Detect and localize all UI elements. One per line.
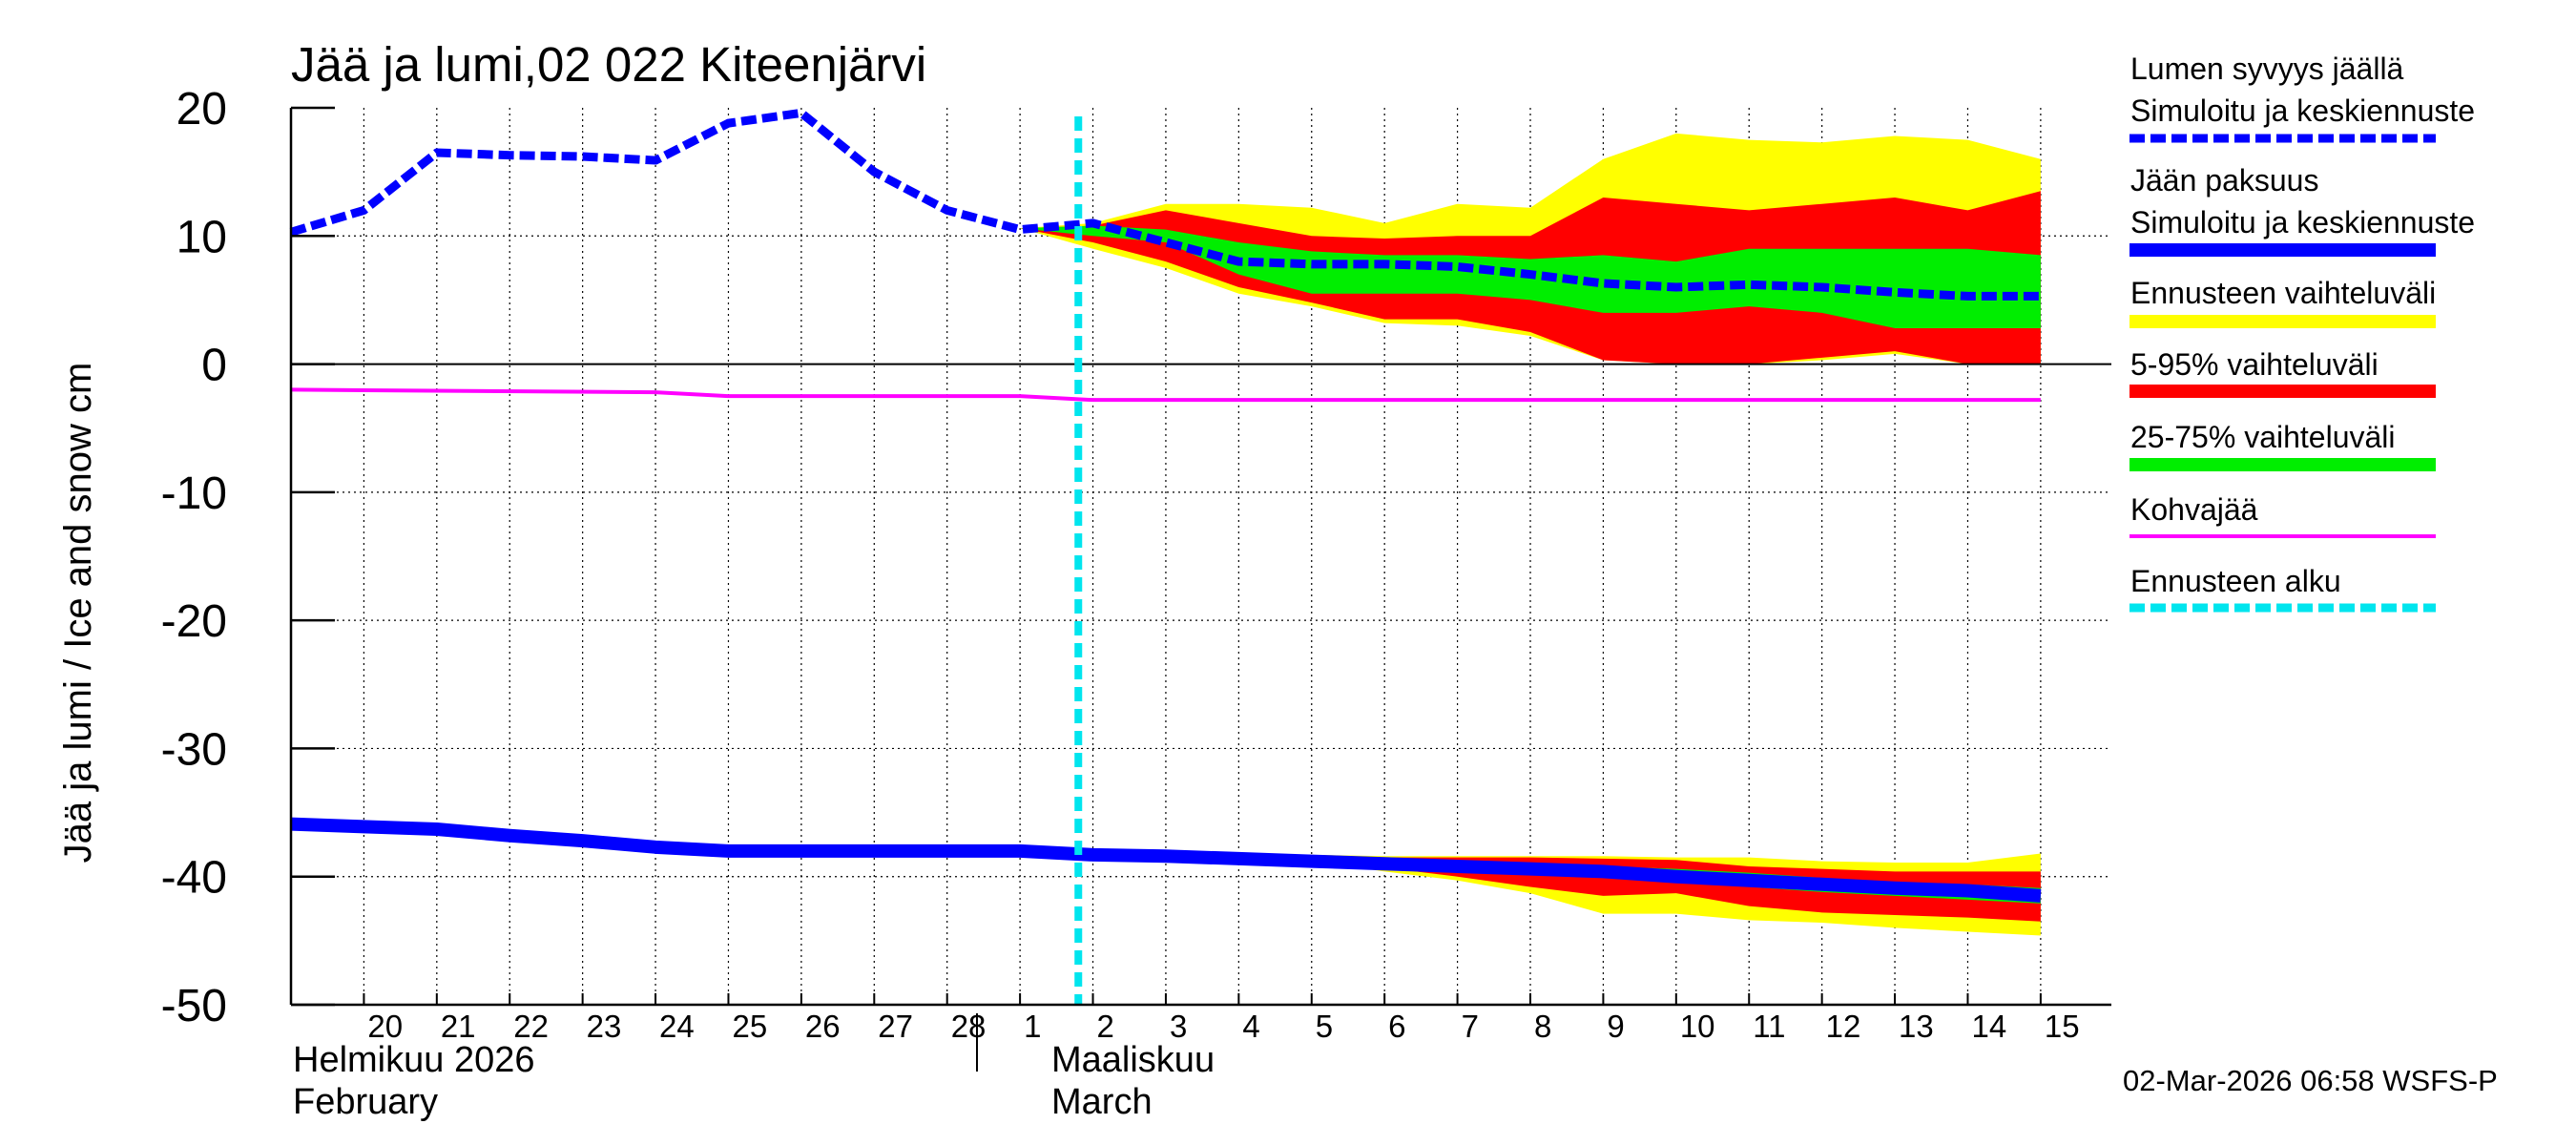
legend-item: Jään paksuus Simuloitu ja keskiennuste (2129, 163, 2475, 257)
slush-ice-line (290, 387, 2041, 403)
y-tick-label: -10 (161, 468, 227, 519)
legend-label: Jään paksuus (2130, 163, 2318, 198)
legend-label: Lumen syvyys jäällä (2130, 52, 2404, 86)
x-tick-label: 13 (1899, 1009, 1934, 1044)
legend-item: Ennusteen vaihteluväli (2129, 276, 2436, 328)
x-tick-label: 7 (1462, 1009, 1479, 1044)
x-tick-label: 27 (878, 1009, 913, 1044)
x-tick-label: 11 (1753, 1009, 1785, 1044)
x-tick-label: 2 (1097, 1009, 1114, 1044)
legend-label: 25-75% vaihteluväli (2130, 420, 2396, 454)
x-tick-label: 20 (367, 1009, 403, 1044)
y-tick-label: -20 (161, 596, 227, 647)
ice-band-25-75 (1165, 856, 2041, 904)
month-label-mar-fi: Maaliskuu (1051, 1040, 1215, 1080)
legend-item: Lumen syvyys jäällä Simuloitu ja keskienn… (2129, 52, 2475, 143)
y-tick-label: 10 (177, 212, 227, 262)
legend-item: Ennusteen alku (2129, 564, 2436, 613)
x-tick-label: 12 (1826, 1009, 1861, 1044)
x-tick-label: 28 (951, 1009, 987, 1044)
y-tick-label: -50 (161, 981, 227, 1031)
x-tick-label: 1 (1024, 1009, 1041, 1044)
x-tick-label: 8 (1534, 1009, 1551, 1044)
x-tick-label: 3 (1170, 1009, 1187, 1044)
x-tick-label: 21 (441, 1009, 476, 1044)
x-tick-label: 15 (2045, 1009, 2080, 1044)
x-tick-label: 25 (732, 1009, 767, 1044)
x-tick-label: 23 (587, 1009, 622, 1044)
y-tick-label: 0 (201, 341, 227, 391)
legend-label: Ennusteen vaihteluväli (2130, 276, 2436, 310)
legend: Lumen syvyys jäällä Simuloitu ja keskienn… (2129, 52, 2475, 613)
chart-title: Jää ja lumi,02 022 Kiteenjärvi (291, 37, 926, 92)
month-label-feb-fi: Helmikuu 2026 (293, 1040, 534, 1080)
x-tick-label: 5 (1316, 1009, 1333, 1044)
legend-item: 5-95% vaihteluväli (2129, 347, 2436, 398)
x-tick-label: 24 (659, 1009, 695, 1044)
x-tick-label: 26 (805, 1009, 841, 1044)
snow-depth-line (289, 108, 2041, 301)
ice-thickness-line (290, 817, 2042, 903)
x-tick-label: 10 (1680, 1009, 1715, 1044)
legend-label: Ennusteen alku (2130, 564, 2341, 598)
series-lines (289, 108, 2111, 1005)
y-tick-label: 20 (177, 84, 227, 135)
legend-label: Simuloitu ja keskiennuste (2130, 205, 2475, 239)
month-label-feb-en: February (293, 1082, 438, 1122)
x-tick-label: 6 (1388, 1009, 1405, 1044)
ice-band-5-95 (1165, 854, 2041, 922)
y-tick-label: -40 (161, 853, 227, 904)
legend-label: Kohvajää (2130, 492, 2258, 527)
y-axis-label: Jää ja lumi / Ice and snow cm (57, 363, 99, 864)
x-tick-label: 4 (1242, 1009, 1259, 1044)
legend-item: 25-75% vaihteluväli (2129, 420, 2436, 471)
x-tick-label: 9 (1607, 1009, 1624, 1044)
legend-item: Kohvajää (2129, 492, 2436, 538)
month-label-mar-en: March (1051, 1082, 1153, 1122)
timestamp: 02-Mar-2026 06:58 WSFS-P (2123, 1064, 2498, 1097)
legend-label: Simuloitu ja keskiennuste (2130, 94, 2475, 128)
y-tick-label: -30 (161, 724, 227, 775)
x-tick-label: 22 (513, 1009, 549, 1044)
x-tick-label: 14 (1971, 1009, 2006, 1044)
legend-label: 5-95% vaihteluväli (2130, 347, 2379, 382)
forecast-bands (1020, 133, 2041, 936)
